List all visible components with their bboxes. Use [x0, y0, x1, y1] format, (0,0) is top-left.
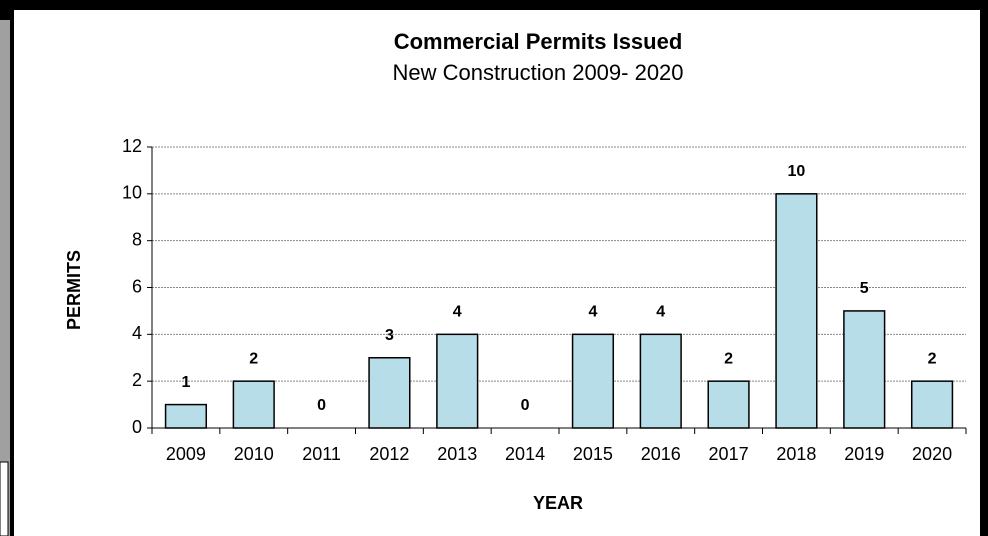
x-tick-label: 2016 — [641, 444, 681, 464]
x-axis-label: YEAR — [533, 493, 583, 513]
y-tick-label: 6 — [132, 276, 142, 296]
value-label: 0 — [317, 397, 326, 414]
value-label: 2 — [249, 350, 258, 367]
value-label: 2 — [928, 350, 937, 367]
chart-subtitle: New Construction 2009- 2020 — [392, 60, 683, 85]
bar — [368, 357, 411, 429]
x-tick-label: 2012 — [369, 444, 409, 464]
x-tick-label: 2020 — [912, 444, 952, 464]
value-label: 5 — [860, 280, 869, 297]
bar — [910, 380, 954, 429]
chart-title: Commercial Permits Issued — [394, 29, 683, 54]
y-tick-label: 10 — [122, 183, 142, 203]
value-label: 3 — [385, 327, 394, 344]
x-tick-label: 2015 — [573, 444, 613, 464]
side-strip — [0, 20, 10, 536]
x-tick-label: 2011 — [302, 444, 341, 464]
bar — [436, 333, 479, 429]
value-label: 10 — [788, 163, 806, 180]
bar — [571, 333, 615, 429]
bar — [164, 403, 208, 429]
x-tick-label: 2010 — [234, 444, 274, 464]
x-tick-label: 2014 — [505, 444, 545, 464]
bar — [843, 310, 886, 429]
bar — [639, 333, 682, 429]
panel — [14, 10, 980, 536]
value-label: 0 — [521, 397, 530, 414]
value-label: 4 — [453, 304, 462, 321]
x-tick-label: 2018 — [776, 444, 816, 464]
bar — [707, 380, 750, 429]
x-tick-label: 2009 — [166, 444, 206, 464]
x-tick-label: 2017 — [709, 444, 749, 464]
x-tick-label: 2019 — [844, 444, 884, 464]
bar — [775, 193, 818, 429]
y-tick-label: 2 — [132, 370, 142, 390]
y-tick-label: 0 — [132, 417, 142, 437]
bar — [232, 380, 275, 429]
side-box — [0, 461, 9, 536]
value-label: 4 — [656, 304, 665, 321]
y-tick-label: 12 — [122, 136, 142, 156]
value-label: 4 — [588, 304, 597, 321]
value-label: 2 — [724, 350, 733, 367]
y-tick-label: 8 — [132, 229, 142, 249]
x-tick-label: 2013 — [437, 444, 477, 464]
y-tick-label: 4 — [132, 323, 142, 343]
value-label: 1 — [181, 374, 190, 391]
y-axis-label: PERMITS — [64, 250, 84, 330]
